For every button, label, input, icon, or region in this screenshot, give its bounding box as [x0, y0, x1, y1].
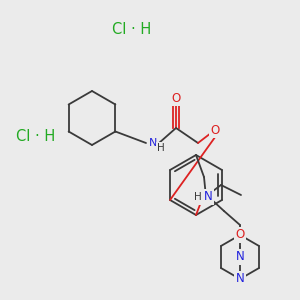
Text: N: N: [236, 250, 244, 263]
Text: Cl · H: Cl · H: [112, 22, 152, 37]
Text: O: O: [171, 92, 181, 104]
Text: Cl · H: Cl · H: [16, 129, 56, 144]
Text: N: N: [236, 272, 244, 286]
Text: N: N: [149, 138, 157, 148]
Text: O: O: [196, 190, 206, 203]
Text: O: O: [210, 124, 220, 136]
Text: H: H: [194, 192, 202, 202]
Text: H: H: [157, 143, 165, 153]
Text: N: N: [204, 190, 212, 203]
Text: O: O: [236, 229, 244, 242]
